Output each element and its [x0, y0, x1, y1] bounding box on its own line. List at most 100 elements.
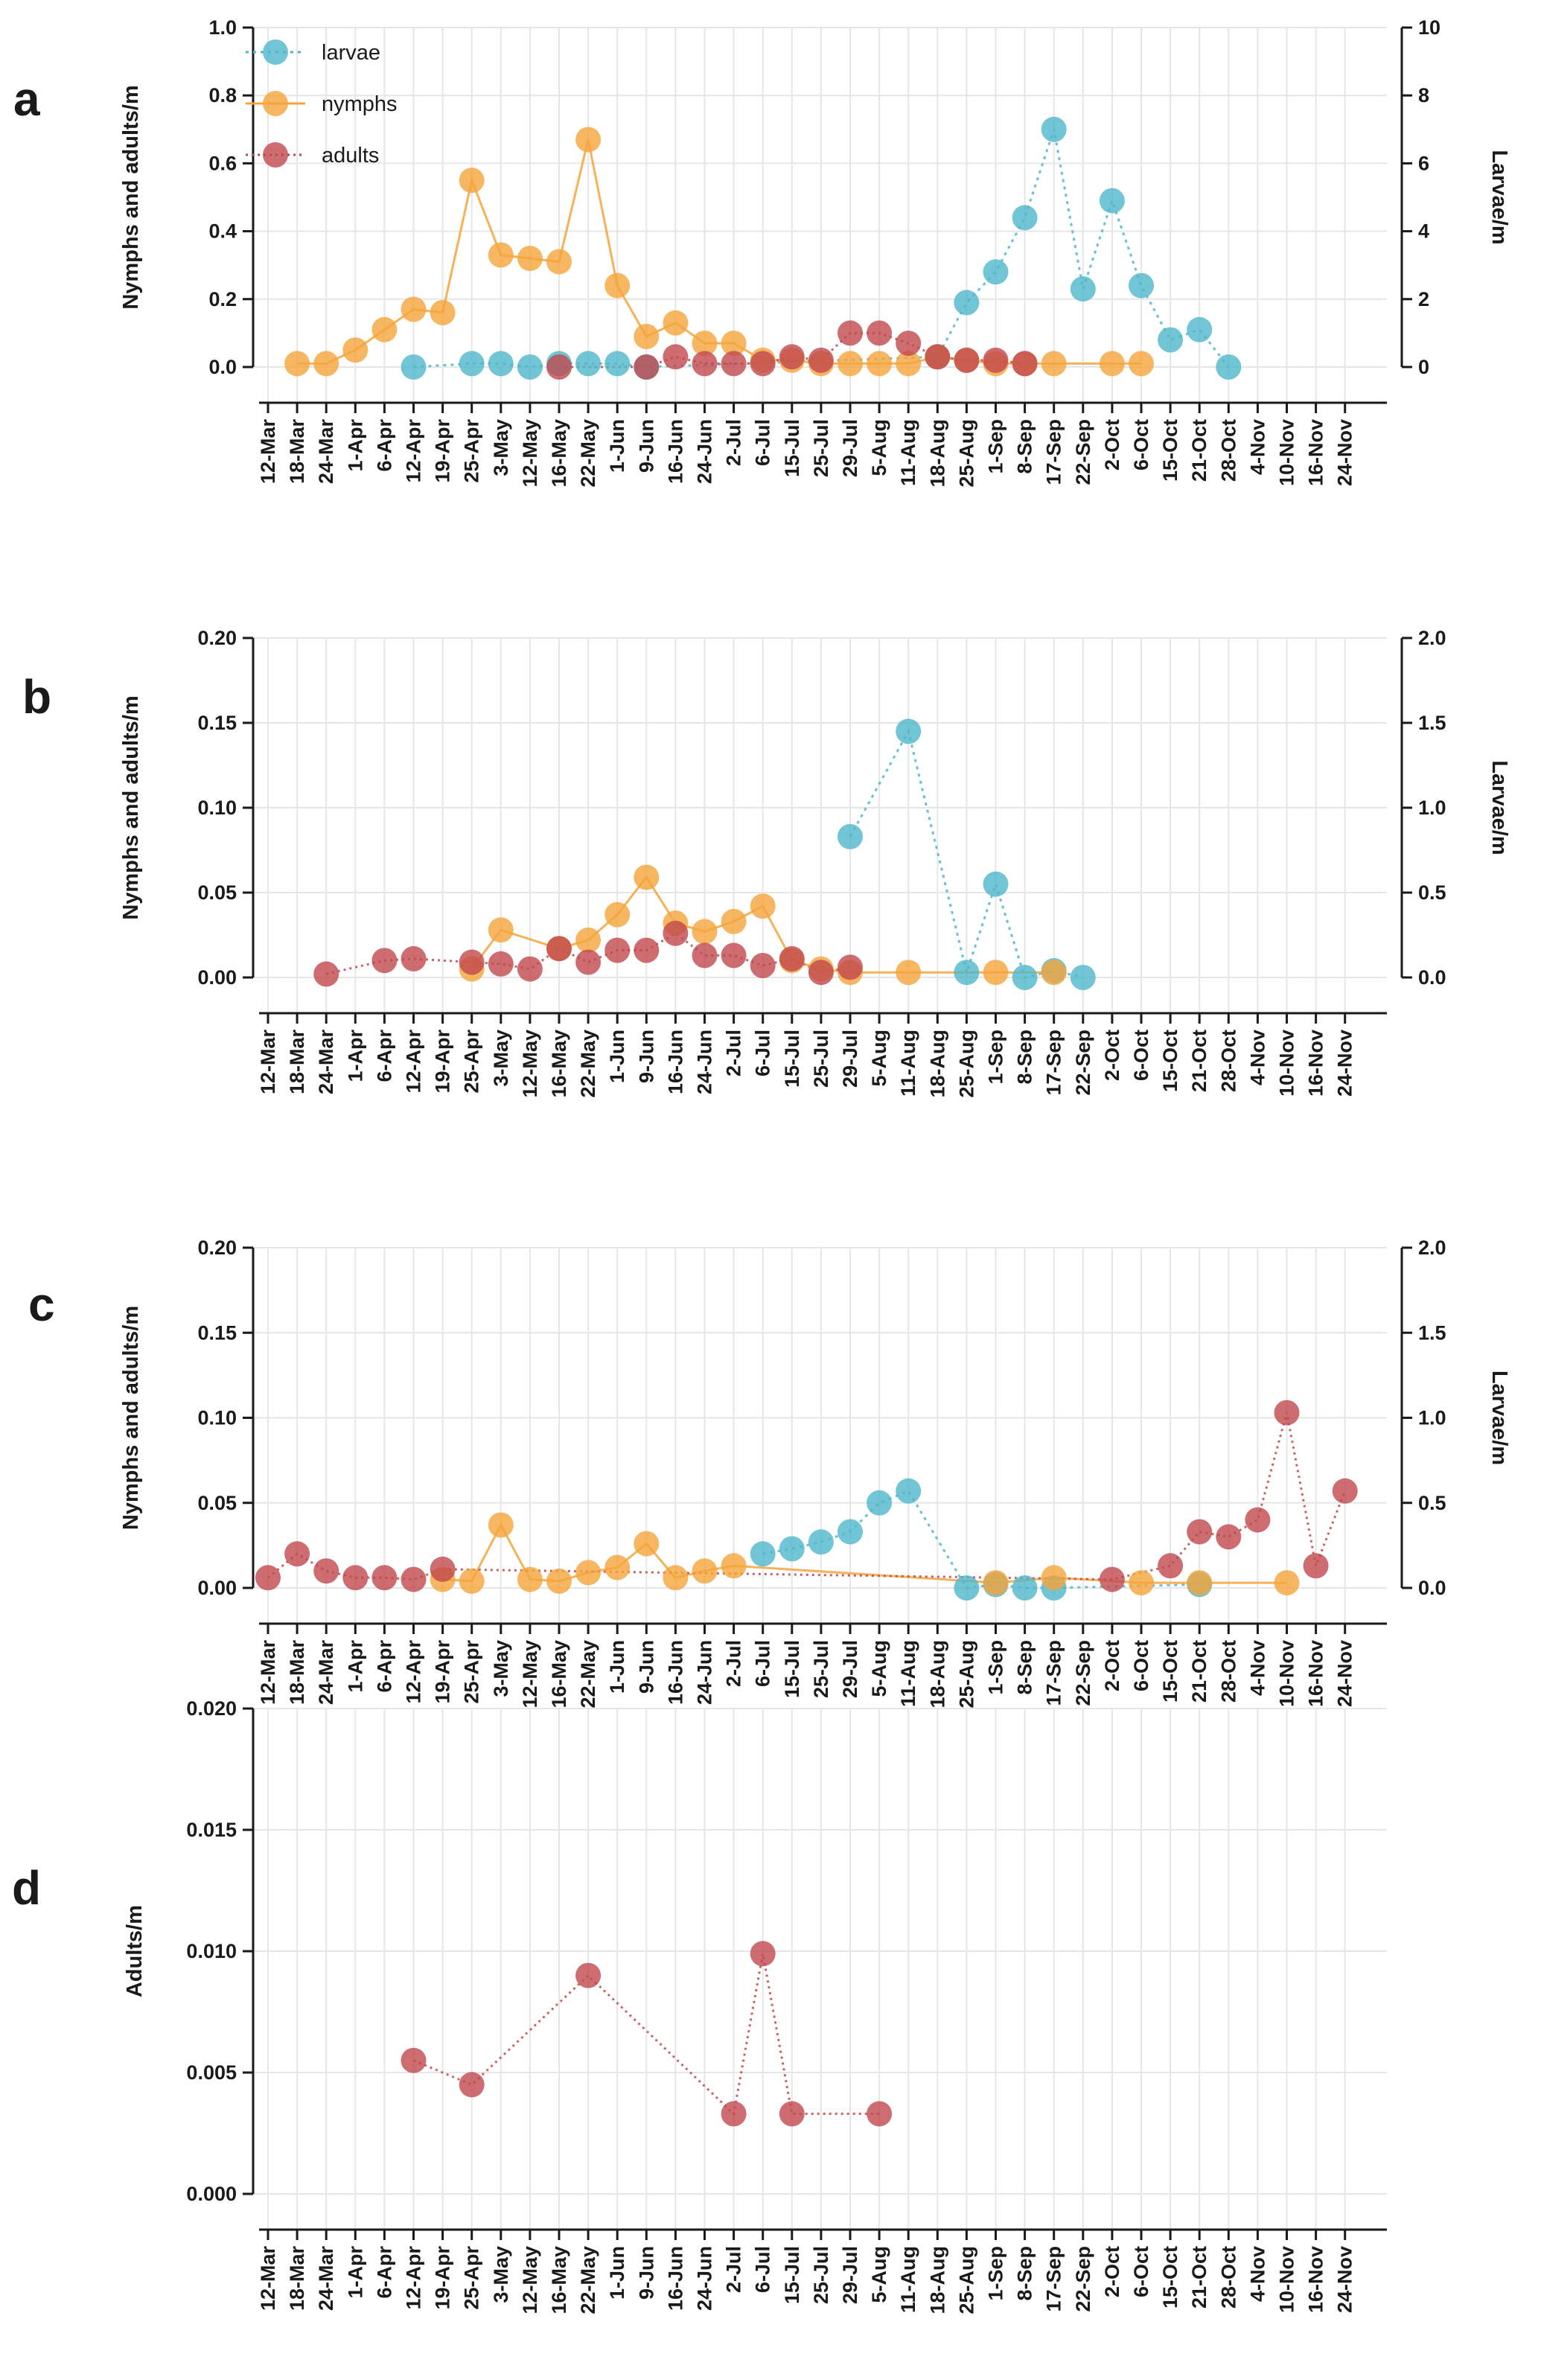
x-tick-label: 28-Oct: [1217, 419, 1240, 482]
y-tick-label-right: 1.0: [1418, 797, 1446, 819]
x-tick-label: 25-Aug: [955, 2246, 977, 2314]
x-tick-label: 24-Jun: [694, 1640, 716, 1705]
data-point-larvae: [401, 354, 427, 380]
x-tick-label: 5-Aug: [868, 1640, 890, 1697]
x-tick-label: 12-Mar: [257, 1030, 279, 1095]
x-tick-label: 24-Nov: [1334, 1640, 1356, 1707]
x-tick-label: 12-Mar: [257, 2246, 279, 2312]
x-tick-label: 25-Jul: [810, 1030, 832, 1088]
data-point-larvae: [808, 1529, 834, 1555]
data-point-adults: [867, 320, 893, 346]
series-line-nymphs: [470, 875, 1054, 974]
data-point-adults: [808, 960, 834, 986]
x-tick-label: 16-Jun: [664, 1030, 686, 1094]
panel-d: 0.000 0.005 0.010 0.015 0.020 Adults/m 12-Mar 1…: [12, 1697, 1387, 2314]
data-point-adults: [546, 354, 572, 380]
data-point-adults: [371, 1565, 398, 1591]
x-tick-label: 15-Jul: [781, 1030, 803, 1088]
x-tick-label: 6-Jul: [752, 2246, 774, 2293]
y-tick-label-right: 2.0: [1418, 1237, 1446, 1259]
panel-letter: b: [22, 670, 51, 724]
data-point-adults: [779, 344, 805, 370]
data-point-nymphs: [663, 1565, 689, 1591]
data-point-nymphs: [575, 127, 602, 153]
x-tick-label: 3-May: [490, 419, 512, 476]
data-point-nymphs: [1041, 351, 1067, 377]
data-point-larvae: [1216, 354, 1242, 380]
data-point-larvae: [838, 1519, 863, 1545]
x-tick-label: 3-May: [490, 2246, 512, 2303]
x-tick-label: 16-Jun: [664, 2246, 686, 2311]
data-point-larvae: [954, 290, 980, 316]
y-axis-title-right: Larvae/m: [1487, 150, 1511, 244]
data-point-nymphs: [1099, 351, 1125, 377]
legend-marker-adults: [263, 142, 288, 168]
y-axis-title-right: Larvae/m: [1487, 760, 1511, 855]
x-tick-label: 1-Jun: [606, 419, 628, 473]
x-tick-label: 25-Apr: [461, 419, 483, 483]
x-tick-label: 17-Sep: [1043, 1030, 1065, 1096]
x-tick-label: 25-Jul: [810, 1640, 832, 1698]
y-tick-label-left: 0.005: [186, 2061, 237, 2084]
data-point-larvae: [1070, 965, 1096, 990]
y-tick-label-left: 0.20: [197, 1237, 237, 1259]
x-tick-label: 9-Jun: [635, 1640, 657, 1694]
y-tick-label-right: 10: [1418, 16, 1440, 39]
x-tick-label: 2-Oct: [1101, 419, 1123, 470]
x-tick-label: 4-Nov: [1246, 419, 1269, 475]
x-tick-label: 9-Jun: [635, 419, 657, 473]
data-point-nymphs: [663, 310, 689, 336]
y-tick-label-right: 1.5: [1418, 712, 1446, 734]
x-tick-label: 3-May: [490, 1640, 512, 1697]
x-tick-label: 12-Mar: [257, 419, 279, 485]
data-point-larvae: [983, 259, 1009, 285]
data-point-nymphs: [546, 249, 572, 275]
data-point-larvae: [779, 1536, 805, 1562]
data-point-nymphs: [575, 1560, 602, 1586]
x-tick-label: 29-Jul: [839, 2246, 861, 2304]
data-point-nymphs: [983, 960, 1009, 986]
data-point-nymphs: [342, 337, 368, 363]
panel-letter: d: [12, 1861, 41, 1915]
x-tick-label: 1-Sep: [985, 2246, 1007, 2301]
x-tick-label: 1-Apr: [344, 1640, 366, 1693]
data-point-adults: [692, 942, 718, 969]
x-tick-label: 1-Sep: [985, 1030, 1007, 1085]
panel-c: 0.00 0.05 0.10 0.15 0.20 Nymphs and adults/m 0…: [28, 1237, 1511, 1709]
x-tick-label: 2-Jul: [723, 419, 745, 466]
x-tick-label: 12-May: [519, 419, 541, 488]
y-tick-label-left: 0.020: [186, 1697, 237, 1720]
x-tick-label: 19-Apr: [432, 1030, 454, 1094]
x-tick-label: 24-Mar: [315, 419, 337, 485]
data-point-adults: [779, 945, 805, 972]
data-point-adults: [779, 2101, 805, 2127]
data-point-larvae: [1070, 276, 1096, 302]
x-tick-label: 10-Nov: [1276, 1640, 1298, 1707]
x-tick-label: 9-Jun: [635, 1030, 657, 1083]
y-axis-title-left: Adults/m: [123, 1905, 147, 1997]
data-point-nymphs: [401, 296, 427, 322]
legend-marker-nymphs: [263, 91, 288, 116]
data-point-nymphs: [517, 1566, 543, 1592]
x-tick-label: 28-Oct: [1217, 1030, 1240, 1092]
x-tick-label: 12-Apr: [403, 2246, 425, 2310]
x-tick-label: 10-Nov: [1276, 1030, 1298, 1097]
x-tick-label: 2-Oct: [1101, 2246, 1123, 2297]
x-tick-label: 15-Oct: [1159, 1030, 1181, 1092]
x-tick-label: 5-Aug: [868, 419, 890, 476]
panel-letter: a: [13, 72, 40, 126]
x-tick-label: 16-Nov: [1305, 1640, 1327, 1707]
y-tick-label-right: 4: [1418, 220, 1429, 243]
x-tick-label: 15-Oct: [1159, 2246, 1181, 2309]
x-tick-label: 28-Oct: [1217, 2246, 1240, 2309]
x-tick-label: 5-Aug: [868, 2246, 890, 2303]
x-tick-label: 6-Apr: [373, 1030, 395, 1082]
x-tick-label: 1-Sep: [985, 419, 1007, 474]
x-tick-label: 1-Jun: [606, 2246, 628, 2300]
data-point-adults: [575, 949, 602, 975]
data-point-adults: [255, 1565, 281, 1591]
data-point-adults: [517, 956, 543, 982]
data-point-larvae: [896, 1478, 922, 1504]
y-tick-label-right: 0: [1418, 356, 1429, 378]
